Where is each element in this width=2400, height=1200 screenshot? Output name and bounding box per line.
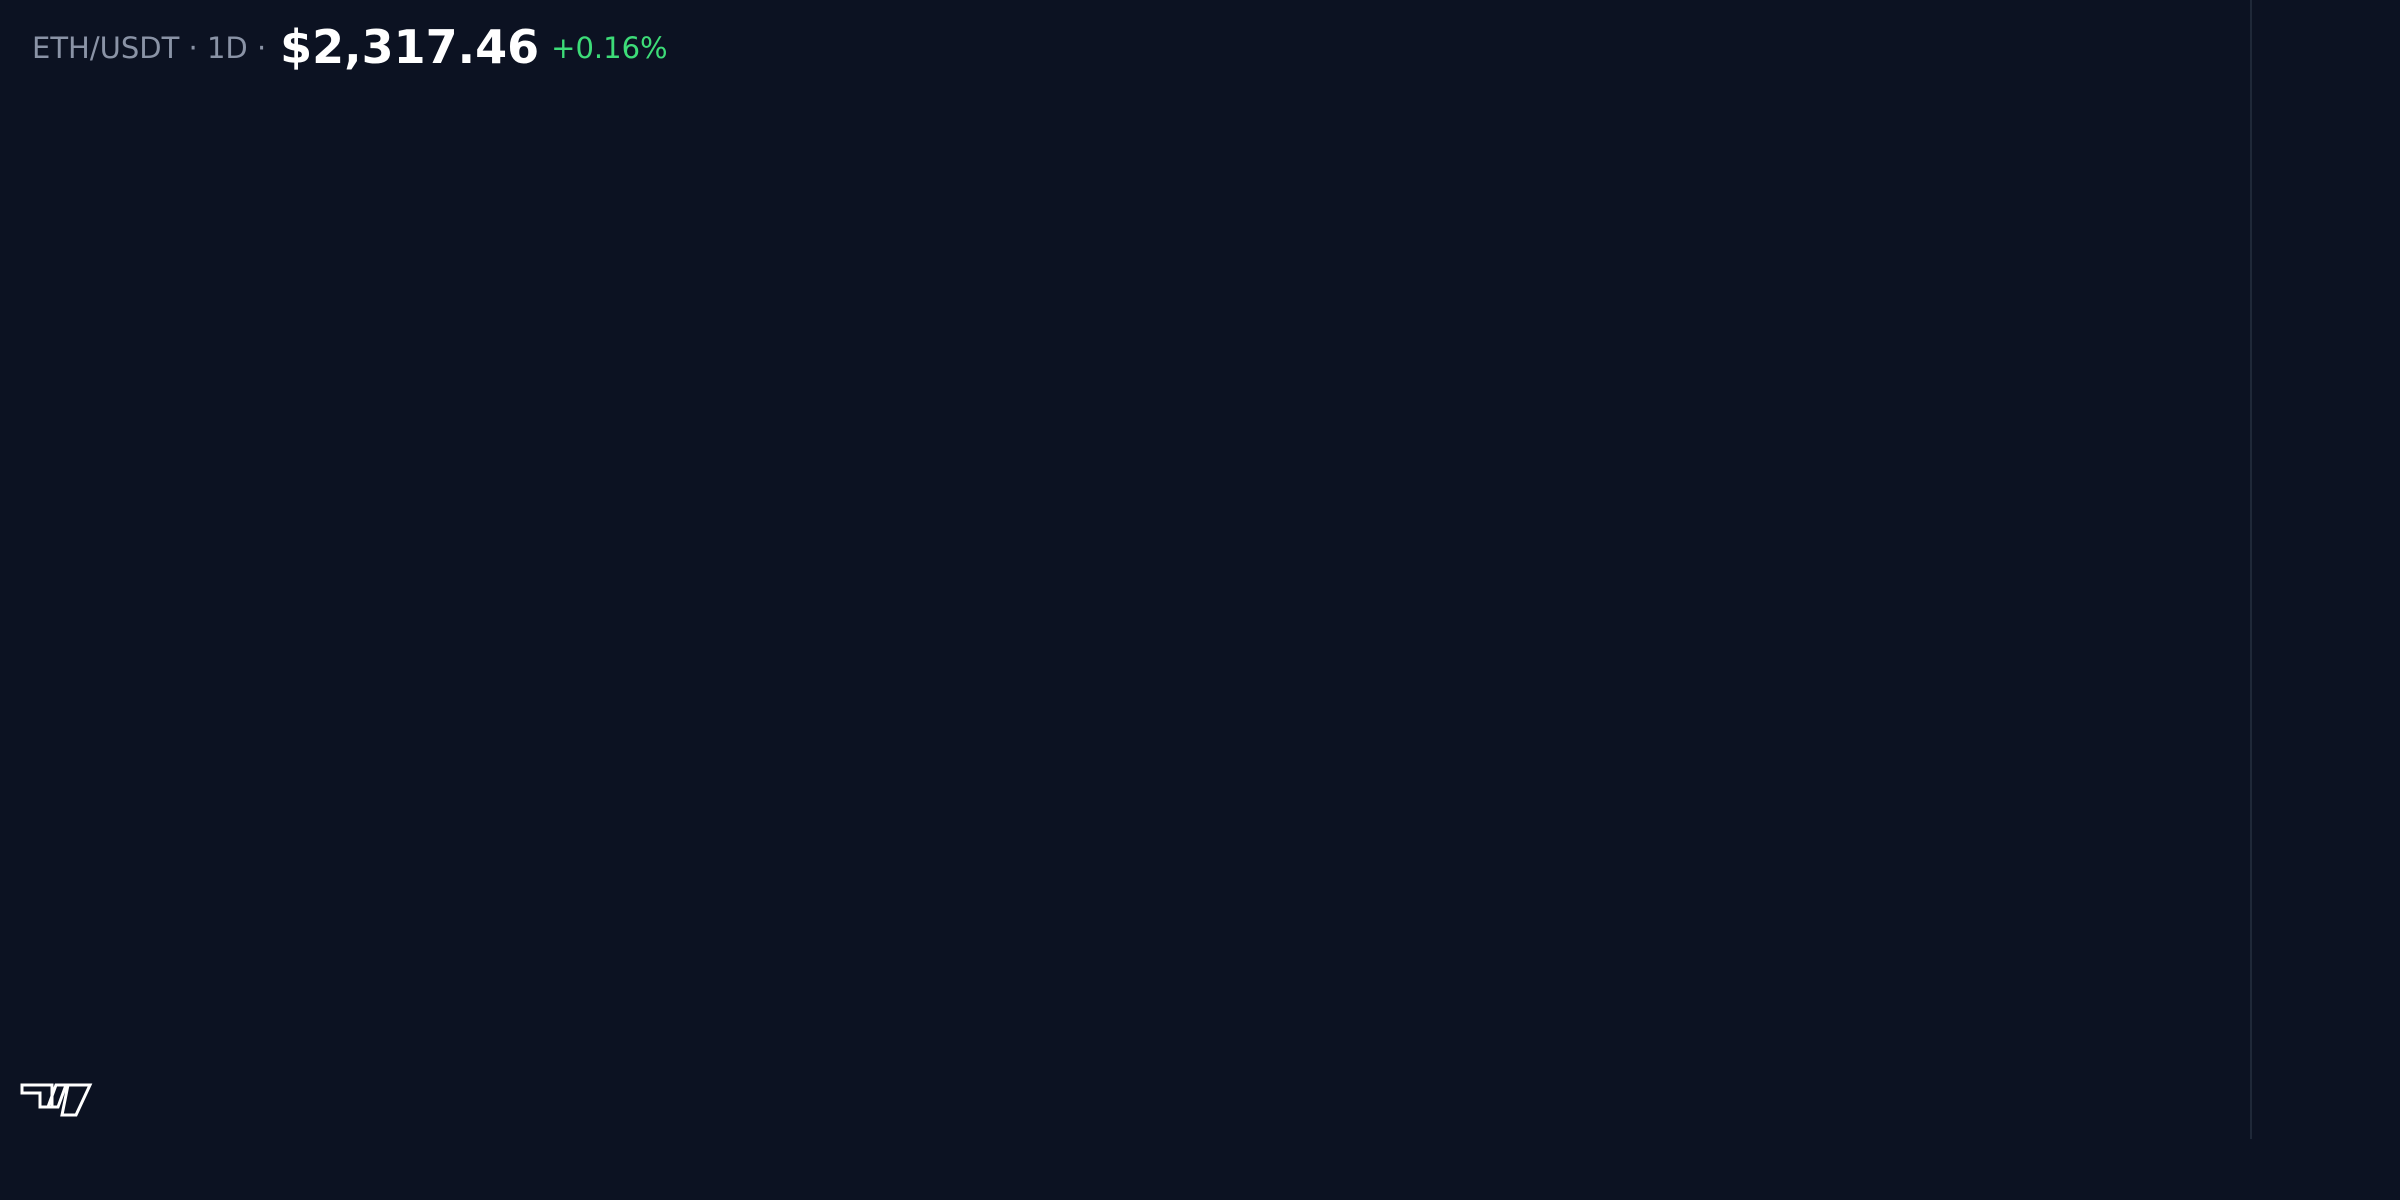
header: ETH/USDT · 1D · $2,317.46 +0.16%: [32, 20, 668, 74]
symbol-title: ETH/USDT · 1D ·: [32, 31, 266, 65]
tradingview-logo: [20, 1083, 93, 1117]
current-price: $2,317.46: [280, 20, 539, 74]
logo-shape: [20, 1083, 93, 1117]
price-change: +0.16%: [551, 31, 667, 65]
